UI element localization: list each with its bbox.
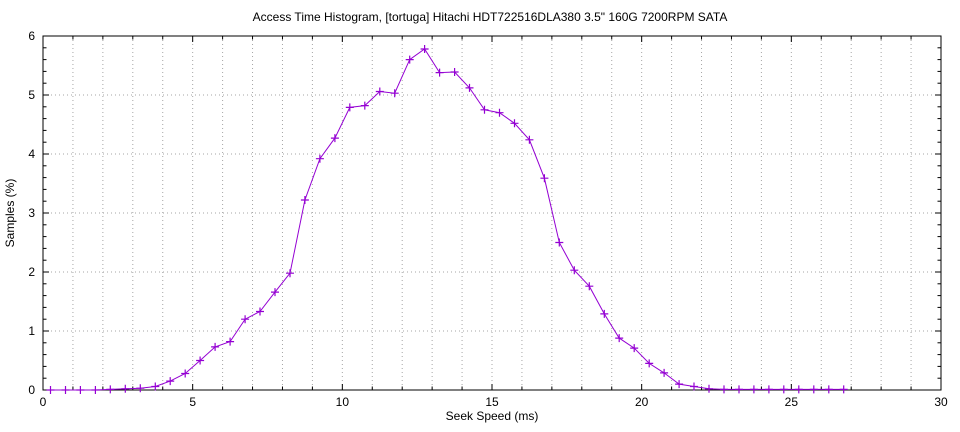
x-tick-label: 20 — [635, 395, 649, 409]
x-tick-label: 30 — [934, 395, 948, 409]
x-tick-label: 15 — [485, 395, 499, 409]
y-tick-label: 1 — [28, 324, 35, 338]
x-tick-label: 25 — [785, 395, 799, 409]
series-plus-markers — [46, 45, 848, 394]
y-tick-label: 4 — [28, 147, 35, 161]
y-tick-label: 6 — [28, 29, 35, 43]
y-tick-label: 2 — [28, 265, 35, 279]
x-tick-label: 10 — [336, 395, 350, 409]
data-series — [46, 45, 848, 394]
y-axis-label: Samples (%) — [3, 179, 17, 248]
tick-labels: 0 5 10 15 20 25 30 0 1 2 3 4 5 6 — [28, 29, 948, 409]
x-tick-label: 0 — [40, 395, 47, 409]
y-tick-label: 5 — [28, 88, 35, 102]
gridlines — [43, 36, 941, 390]
x-tick-label: 5 — [189, 395, 196, 409]
series-line — [50, 48, 844, 391]
plot-border — [42, 35, 942, 391]
y-tick-label: 0 — [28, 383, 35, 397]
x-axis-label: Seek Speed (ms) — [446, 409, 539, 423]
y-tick-label: 3 — [28, 206, 35, 220]
chart-title: Access Time Histogram, [tortuga] Hitachi… — [253, 10, 728, 24]
